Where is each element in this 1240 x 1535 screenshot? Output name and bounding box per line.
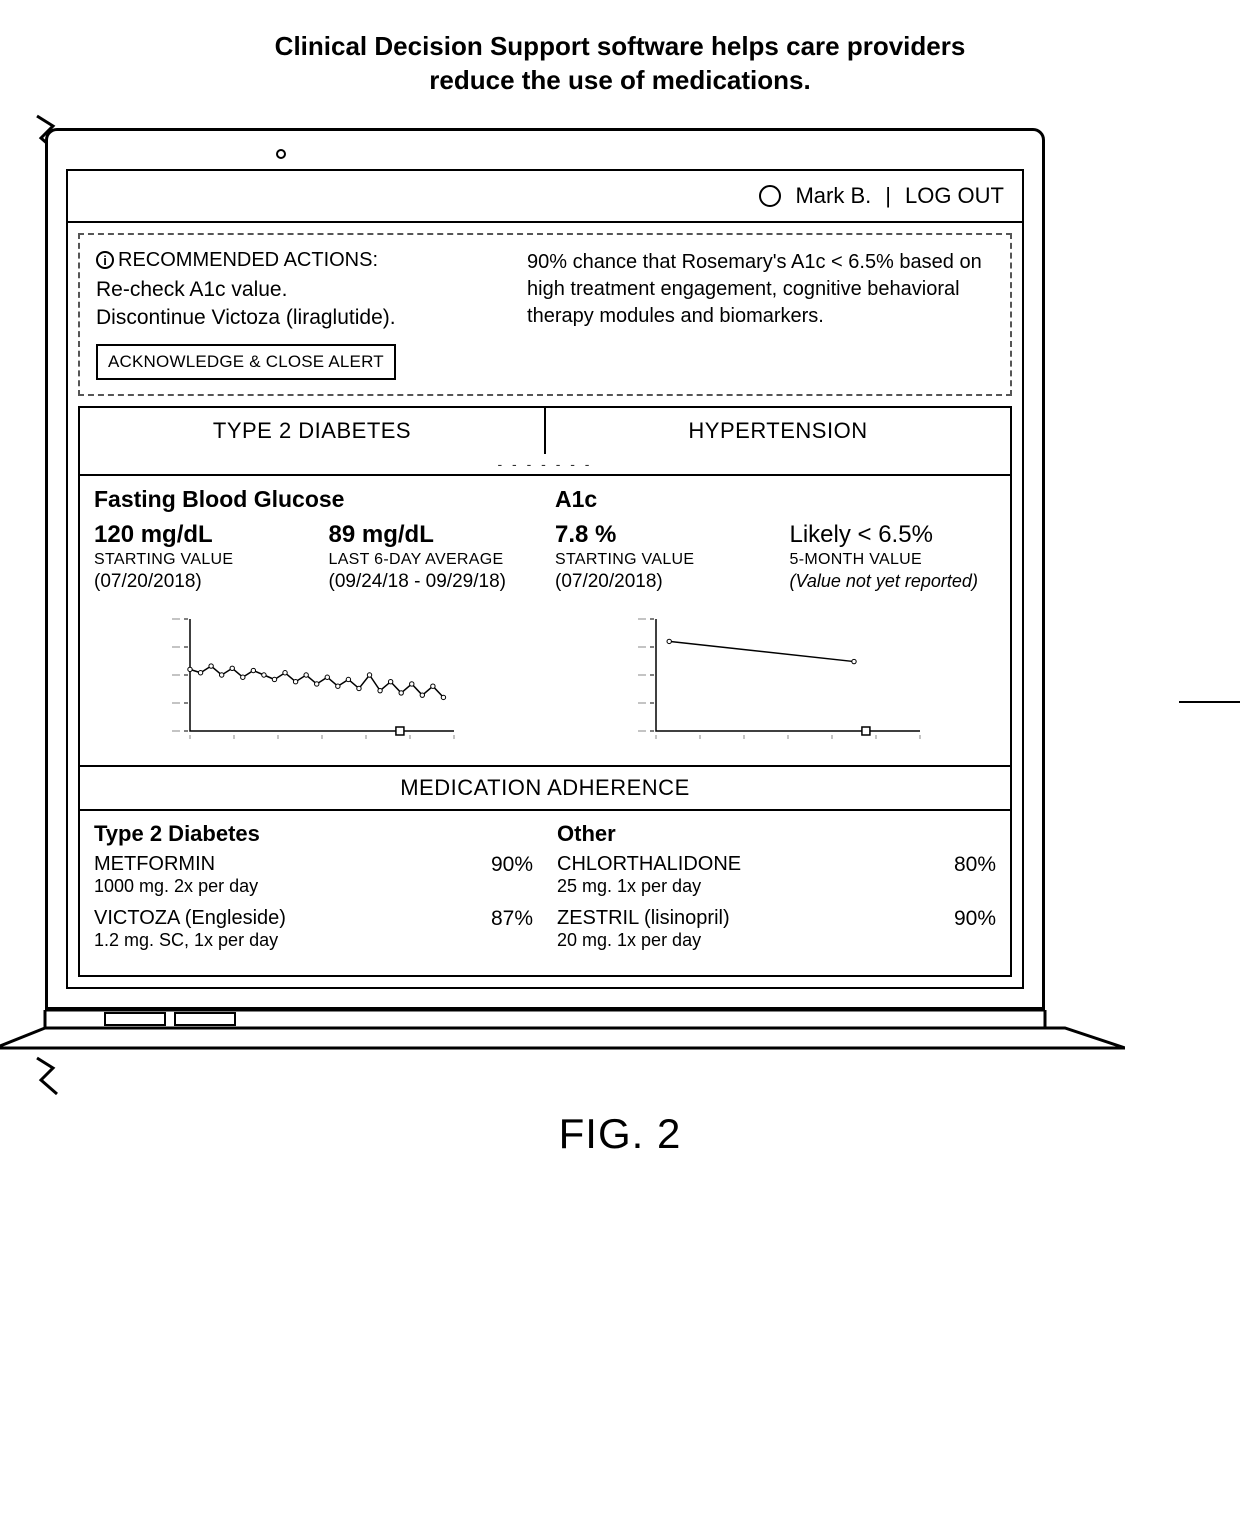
callout-line <box>1179 701 1240 703</box>
page-title: Clinical Decision Support software helps… <box>270 30 970 98</box>
a1c-chart <box>560 611 996 751</box>
metric-glucose-title: Fasting Blood Glucose <box>94 486 535 513</box>
condition-tabs: TYPE 2 DIABETES HYPERTENSION <box>78 406 1012 454</box>
camera-dot <box>276 149 286 159</box>
a1c-start-value: 7.8 % <box>555 521 762 549</box>
alert-left: i RECOMMENDED ACTIONS: Re-check A1c valu… <box>96 249 491 381</box>
glucose-start-value: 120 mg/dL <box>94 521 301 549</box>
screen: Mark B. | LOG OUT i RECOMMENDED ACTIONS:… <box>66 169 1024 990</box>
alert-heading-text: RECOMMENDED ACTIONS: <box>118 249 378 272</box>
medication-dose: 25 mg. 1x per day <box>557 876 741 897</box>
medication-row: CHLORTHALIDONE25 mg. 1x per day 80% <box>557 853 996 897</box>
medication-pct: 90% <box>491 853 533 877</box>
medication-row: METFORMIN1000 mg. 2x per day 90% <box>94 853 533 897</box>
dash-divider: - - - - - - - <box>78 454 1012 476</box>
a1c-projected-value: Likely < 6.5% <box>790 521 997 549</box>
tab-hypertension[interactable]: HYPERTENSION <box>544 408 1010 454</box>
figure-wrap: Mark B. | LOG OUT i RECOMMENDED ACTIONS:… <box>45 128 1195 1071</box>
avatar-icon <box>759 185 781 207</box>
medication-pct: 80% <box>954 853 996 877</box>
medication-pct: 87% <box>491 907 533 931</box>
alert-heading: i RECOMMENDED ACTIONS: <box>96 249 491 272</box>
a1c-start: 7.8 % STARTING VALUE (07/20/2018) <box>555 521 762 593</box>
info-icon: i <box>96 251 114 269</box>
topbar: Mark B. | LOG OUT <box>68 171 1022 223</box>
user-name: Mark B. <box>795 183 871 209</box>
med-col-diabetes: Type 2 Diabetes METFORMIN1000 mg. 2x per… <box>94 821 533 961</box>
glucose-avg-date: (09/24/18 - 09/29/18) <box>329 571 536 593</box>
glucose-chart <box>94 611 530 751</box>
glucose-avg-label: LAST 6-DAY AVERAGE <box>329 551 536 569</box>
alert-actions: Re-check A1c value. Discontinue Victoza … <box>96 276 491 333</box>
medication-pct: 90% <box>954 907 996 931</box>
alert-line-2: Discontinue Victoza (liraglutide). <box>96 304 491 332</box>
med-col-other: Other CHLORTHALIDONE25 mg. 1x per day 80%… <box>557 821 996 961</box>
tab-diabetes[interactable]: TYPE 2 DIABETES <box>80 408 544 454</box>
charts-row <box>94 611 996 759</box>
metric-a1c: A1c 7.8 % STARTING VALUE (07/20/2018) Li… <box>555 486 996 593</box>
topbar-divider: | <box>885 183 891 209</box>
medication-name: CHLORTHALIDONE <box>557 853 741 876</box>
medication-name: ZESTRIL (lisinopril) <box>557 907 730 930</box>
laptop-base <box>0 1010 1125 1070</box>
alert-box: i RECOMMENDED ACTIONS: Re-check A1c valu… <box>78 233 1012 397</box>
med-col-diabetes-title: Type 2 Diabetes <box>94 821 533 847</box>
medication-header: MEDICATION ADHERENCE <box>80 767 1010 811</box>
glucose-start-date: (07/20/2018) <box>94 571 301 593</box>
acknowledge-button[interactable]: ACKNOWLEDGE & CLOSE ALERT <box>96 344 396 380</box>
break-mark-bottom <box>33 1056 73 1096</box>
a1c-start-label: STARTING VALUE <box>555 551 762 569</box>
glucose-avg: 89 mg/dL LAST 6-DAY AVERAGE (09/24/18 - … <box>329 521 536 593</box>
a1c-projected: Likely < 6.5% 5-MONTH VALUE (Value not y… <box>790 521 997 593</box>
metrics-panel: Fasting Blood Glucose 120 mg/dL STARTING… <box>78 476 1012 767</box>
medication-panel: MEDICATION ADHERENCE Type 2 Diabetes MET… <box>78 767 1012 977</box>
a1c-start-date: (07/20/2018) <box>555 571 762 593</box>
logout-link[interactable]: LOG OUT <box>905 183 1004 209</box>
medication-dose: 1.2 mg. SC, 1x per day <box>94 930 286 951</box>
metric-a1c-title: A1c <box>555 486 996 513</box>
laptop-frame: Mark B. | LOG OUT i RECOMMENDED ACTIONS:… <box>45 128 1045 1011</box>
medication-dose: 20 mg. 1x per day <box>557 930 730 951</box>
medication-name: METFORMIN <box>94 853 258 876</box>
glucose-start-label: STARTING VALUE <box>94 551 301 569</box>
medication-name: VICTOZA (Engleside) <box>94 907 286 930</box>
medication-row: VICTOZA (Engleside)1.2 mg. SC, 1x per da… <box>94 907 533 951</box>
alert-explanation: 90% chance that Rosemary's A1c < 6.5% ba… <box>527 249 994 381</box>
a1c-projected-note: (Value not yet reported) <box>790 571 997 592</box>
med-col-other-title: Other <box>557 821 996 847</box>
glucose-start: 120 mg/dL STARTING VALUE (07/20/2018) <box>94 521 301 593</box>
metric-glucose: Fasting Blood Glucose 120 mg/dL STARTING… <box>94 486 535 593</box>
figure-label: FIG. 2 <box>20 1110 1220 1158</box>
a1c-projected-label: 5-MONTH VALUE <box>790 551 997 569</box>
glucose-avg-value: 89 mg/dL <box>329 521 536 549</box>
medication-dose: 1000 mg. 2x per day <box>94 876 258 897</box>
callout-200: 200 <box>1179 688 1240 716</box>
alert-line-1: Re-check A1c value. <box>96 276 491 304</box>
medication-row: ZESTRIL (lisinopril)20 mg. 1x per day 90% <box>557 907 996 951</box>
